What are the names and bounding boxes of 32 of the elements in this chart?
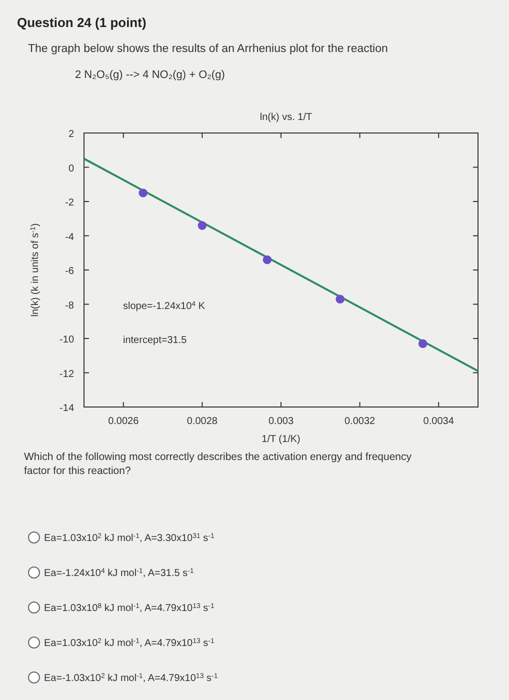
y-tick-label: -4 bbox=[65, 232, 74, 243]
annotation: slope=-1.24x10$^{4}$ K bbox=[123, 300, 206, 312]
y-tick-label: -10 bbox=[60, 334, 74, 346]
point bbox=[418, 339, 428, 348]
text: Ea=1.03x10$^{8}$ kJ mol$^{-1}$, A=4.79x10$^{13}$ s$^{-1}$ bbox=[44, 602, 215, 614]
y-tick-label: -14 bbox=[60, 403, 74, 414]
text: 2 N₂O₅(g) --> 4 NO₂(g) + O₂(g) bbox=[75, 69, 225, 81]
point bbox=[138, 188, 148, 198]
y-tick-label: 0 bbox=[68, 163, 74, 174]
y-tick-label: -8 bbox=[65, 300, 74, 312]
y-tick-label: -12 bbox=[60, 368, 74, 380]
x-tick-label: 0.003 bbox=[268, 416, 294, 427]
point bbox=[198, 221, 207, 230]
y-tick-label: -2 bbox=[65, 198, 74, 208]
text: Ea=-1.03x10$^{2}$ kJ mol$^{-1}$, A=4.79x10$^{13}$ s$^{-1}$ bbox=[44, 672, 218, 684]
text: Question 24 (1 point) bbox=[17, 15, 146, 30]
text: Ea=1.03x10$^{2}$ kJ mol$^{-1}$, A=4.79x10$^{13}$ s$^{-1}$ bbox=[44, 638, 215, 649]
x-axis-title: 1/T (1/K) bbox=[262, 434, 300, 445]
point bbox=[262, 255, 272, 264]
y-tick-label: 2 bbox=[68, 129, 74, 140]
x-tick-label: 0.0034 bbox=[423, 416, 454, 427]
text: Which of the following most correctly describes the activation energy and frequency factor for this reaction? bbox=[24, 451, 412, 477]
point bbox=[336, 294, 344, 304]
text: The graph below shows the results of an Arrhenius plot for the reaction bbox=[28, 43, 388, 55]
text: Ea=1.03x10$^{2}$ kJ mol$^{-1}$, A=3.30x10$^{31}$ s$^{-1}$ bbox=[44, 532, 215, 544]
text: Ea=-1.24x10$^{4}$ kJ mol$^{-1}$, A=31.5 s$^{-1}$ bbox=[44, 568, 194, 579]
annotation: intercept=31.5 bbox=[123, 335, 188, 346]
x-tick-label: 0.0032 bbox=[344, 416, 376, 427]
chart-title: ln(k) vs. 1/T bbox=[260, 112, 312, 123]
x-tick-label: 0.0026 bbox=[108, 416, 140, 427]
y-tick-label: -6 bbox=[65, 266, 74, 277]
x-tick-label: 0.0028 bbox=[186, 416, 218, 427]
